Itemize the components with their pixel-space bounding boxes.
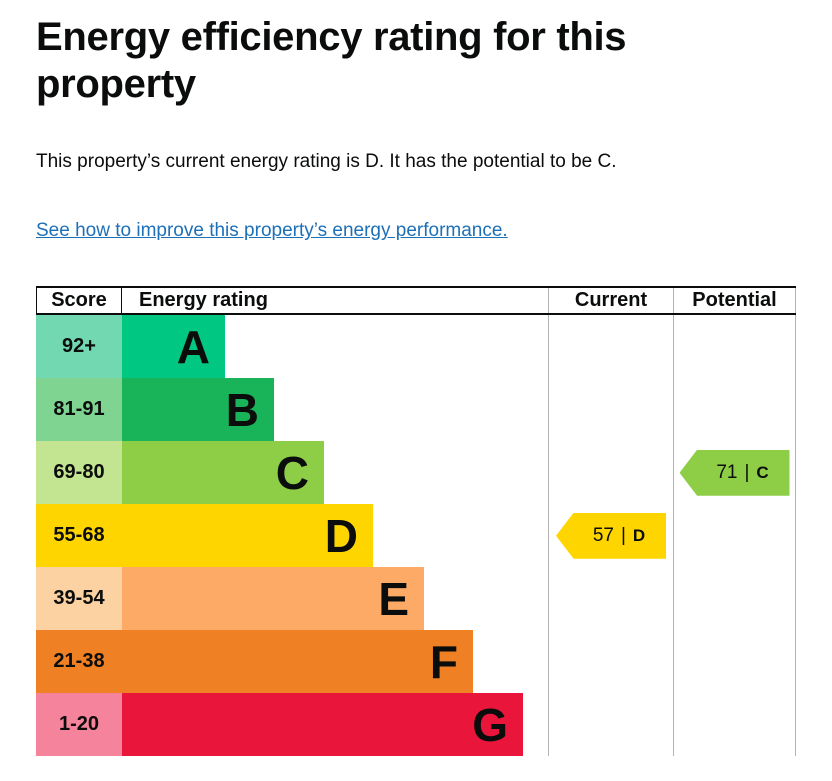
rating-cell: D (122, 504, 548, 568)
header-energy-rating: Energy rating (139, 289, 268, 312)
rating-cell: F (122, 630, 548, 694)
potential-cell (673, 315, 796, 379)
current-cell (548, 315, 673, 379)
score-cell: 55-68 (36, 504, 122, 568)
summary-text: This property’s current energy rating is… (36, 150, 617, 172)
current-cell (548, 441, 673, 505)
improve-link[interactable]: See how to improve this property’s energ… (36, 220, 508, 242)
header-score: Score (36, 288, 122, 314)
current-letter: D (632, 525, 646, 545)
rating-bar: F (122, 630, 473, 694)
arrow-separator: | (620, 524, 626, 546)
page-title: Energy efficiency rating for this proper… (36, 15, 627, 106)
current-rating-arrow: 57 | D (556, 512, 666, 559)
band-letter: B (225, 383, 259, 436)
epc-header-row: Score Energy rating Current Potential (36, 286, 796, 316)
potential-value: 71 (716, 461, 738, 483)
current-cell (548, 567, 673, 631)
header-potential: Potential (673, 288, 796, 314)
current-cell: 57 | D (548, 504, 673, 568)
rating-cell: B (122, 378, 548, 442)
rating-bar: E (122, 567, 424, 631)
current-cell (548, 693, 673, 757)
current-value: 57 (592, 524, 614, 546)
band-letter: G (472, 698, 508, 751)
band-letter: A (176, 320, 210, 373)
band-letter: F (429, 635, 458, 688)
current-cell (548, 630, 673, 694)
rating-bar: G (122, 693, 523, 757)
score-cell: 39-54 (36, 567, 122, 631)
band-row-f: 21-38 F (36, 630, 796, 694)
potential-cell: 71 | C (673, 441, 796, 505)
band-letter: E (378, 572, 409, 625)
rating-bar: B (122, 378, 274, 442)
potential-cell (673, 378, 796, 442)
band-row-a: 92+ A (36, 315, 796, 379)
current-cell (548, 378, 673, 442)
potential-cell (673, 630, 796, 694)
rating-bar: D (122, 504, 373, 568)
rating-bar: A (122, 315, 225, 379)
score-cell: 92+ (36, 315, 122, 379)
potential-cell (673, 504, 796, 568)
potential-rating-arrow: 71 | C (679, 449, 790, 496)
potential-cell (673, 567, 796, 631)
rating-cell: G (122, 693, 548, 757)
potential-cell (673, 693, 796, 757)
band-row-b: 81-91 B (36, 378, 796, 442)
band-row-c: 69-80 C 71 | C (36, 441, 796, 505)
rating-cell: A (122, 315, 548, 379)
band-letter: D (324, 509, 358, 562)
arrow-separator: | (744, 461, 750, 483)
score-cell: 81-91 (36, 378, 122, 442)
band-row-g: 1-20 G (36, 693, 796, 757)
band-row-d: 55-68 D 57 | D (36, 504, 796, 568)
potential-letter: C (756, 462, 769, 482)
rating-cell: E (122, 567, 548, 631)
score-cell: 1-20 (36, 693, 122, 757)
band-letter: C (275, 446, 309, 499)
epc-chart: Score Energy rating Current Potential 92… (36, 286, 796, 757)
rating-cell: C (122, 441, 548, 505)
header-current: Current (548, 288, 673, 314)
band-row-e: 39-54 E (36, 567, 796, 631)
rating-bar: C (122, 441, 324, 505)
score-cell: 69-80 (36, 441, 122, 505)
score-cell: 21-38 (36, 630, 122, 694)
